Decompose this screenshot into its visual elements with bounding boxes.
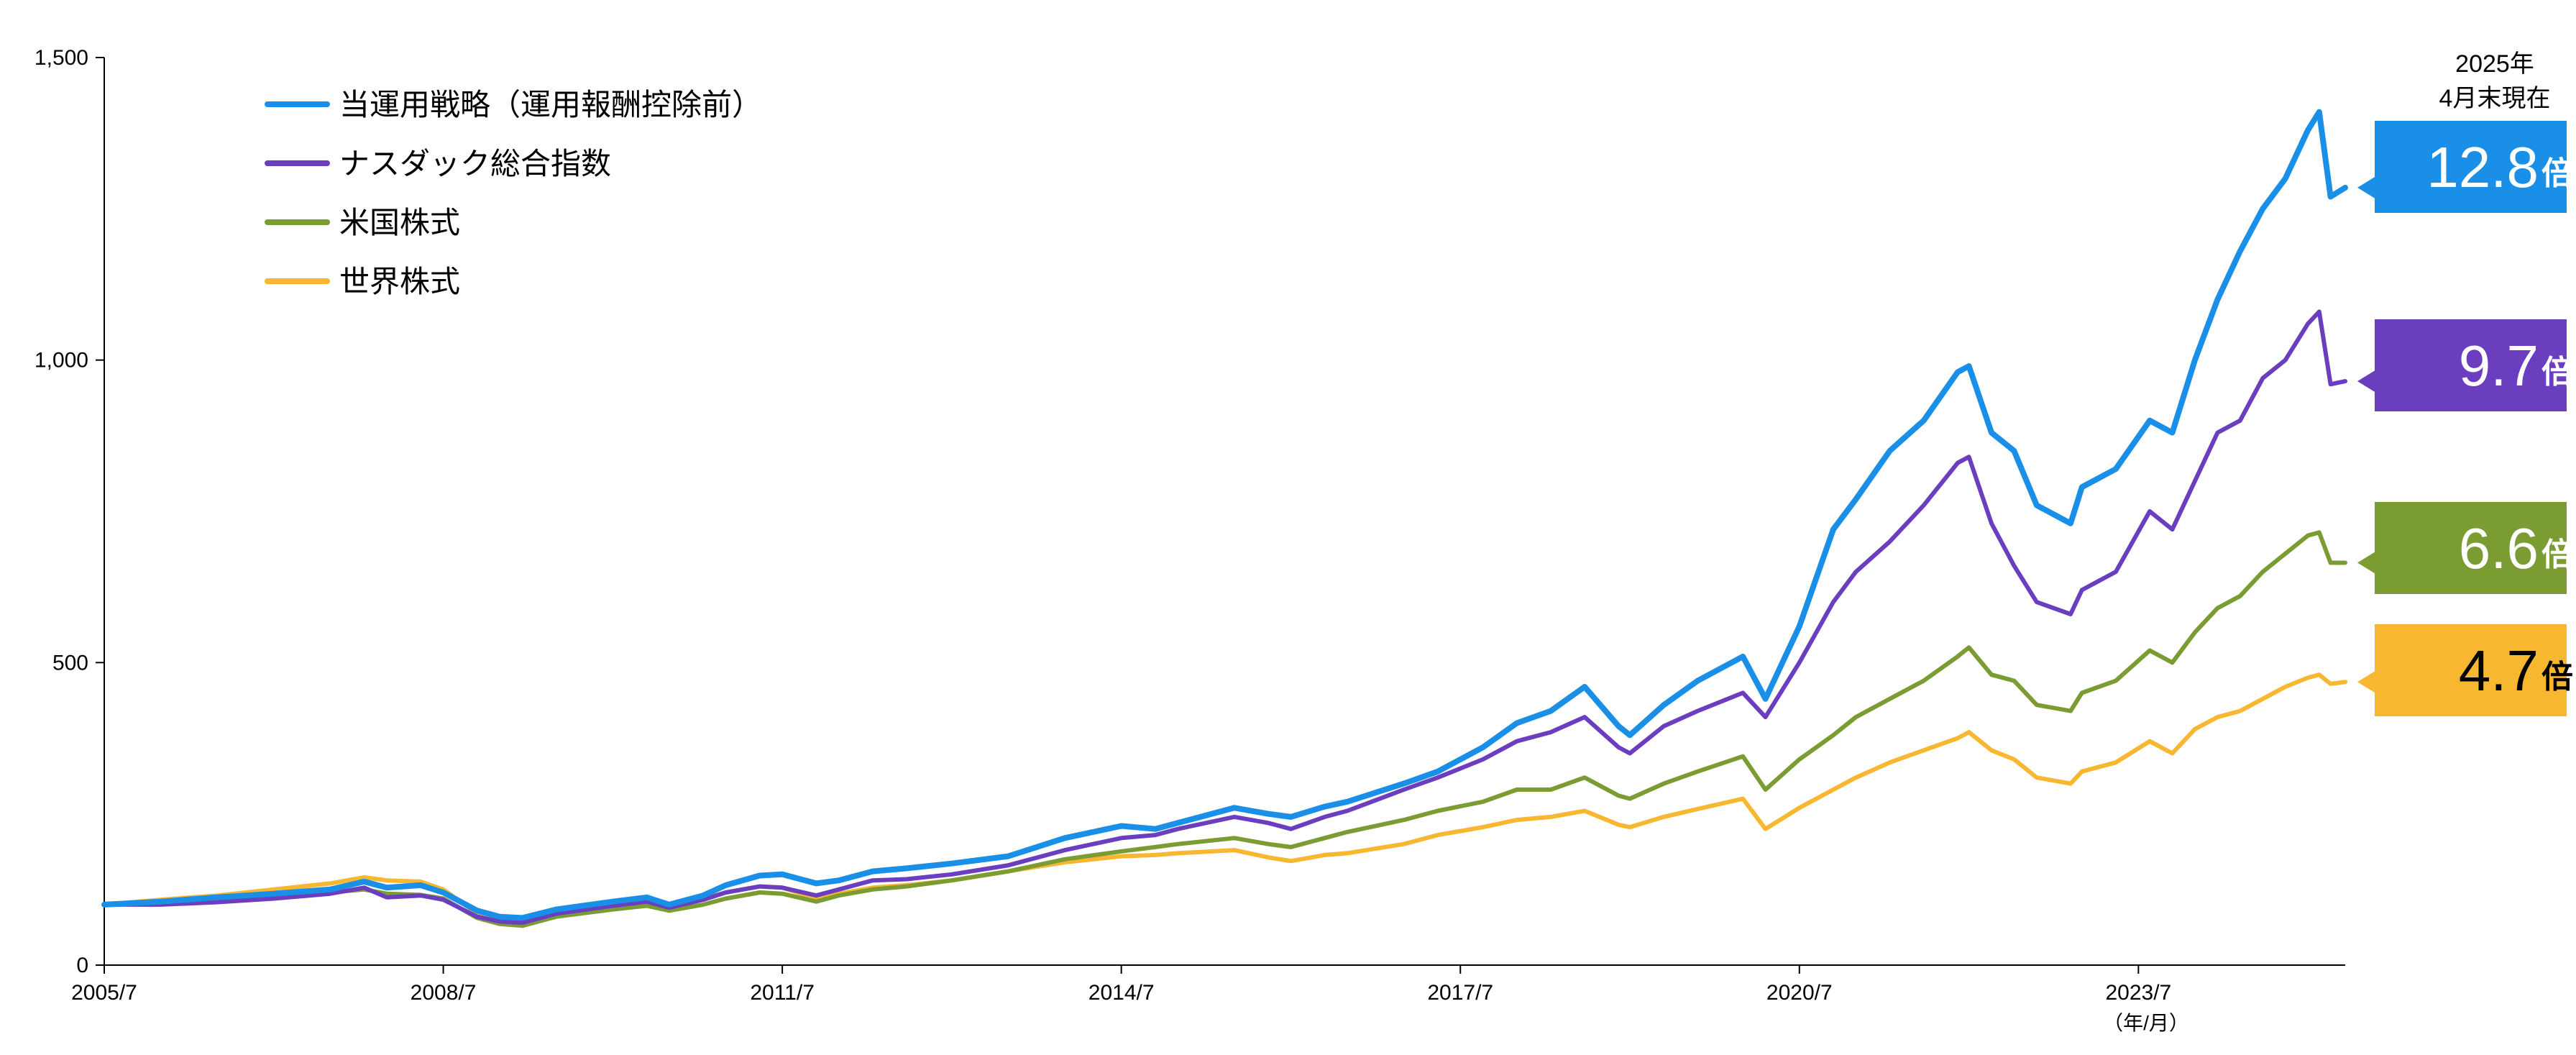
x-tick-label: 2020/7	[1766, 981, 1833, 1005]
y-tick-label: 500	[52, 651, 88, 675]
badge-unit: 倍	[2541, 537, 2573, 572]
value-badge	[2375, 502, 2567, 594]
asof-label-line1: 2025年	[2455, 50, 2534, 78]
legend-label: 世界株式	[339, 265, 460, 298]
x-axis-unit-label: （年/月）	[2103, 1012, 2189, 1034]
series-line-3	[102, 530, 2347, 928]
chart-series-lines	[101, 109, 2348, 928]
badge-pointer	[2357, 175, 2376, 199]
chart-axes: 0 500 1,000 1,500 2005/7 2008/7 2011/7 2014/7 20…	[35, 46, 2345, 1005]
x-tick-label: 2011/7	[750, 981, 815, 1005]
x-tick-label: 2008/7	[411, 981, 477, 1005]
y-tick-label: 0	[76, 954, 88, 977]
series-line-1	[101, 109, 2348, 921]
badge-value: 4.7	[2459, 639, 2539, 703]
value-badge	[2375, 319, 2567, 411]
value-badge	[2375, 121, 2567, 213]
legend-label: 米国株式	[339, 206, 460, 239]
x-tick-label: 2005/7	[71, 981, 137, 1005]
badge-unit: 倍	[2541, 355, 2573, 390]
legend-label: ナスダック総合指数	[339, 147, 611, 181]
badge-value: 6.6	[2459, 516, 2539, 580]
end-value-badges: 12.8 倍9.7 倍6.6 倍4.7 倍	[2357, 121, 2573, 716]
legend-label: 当運用戦略（運用報酬控除前）	[339, 88, 762, 122]
y-tick-label: 1,000	[35, 349, 88, 373]
x-tick-label: 2017/7	[1427, 981, 1493, 1005]
x-tick-label: 2014/7	[1088, 981, 1155, 1005]
badge-pointer	[2357, 551, 2376, 575]
badge-pointer	[2357, 670, 2376, 694]
chart-notes: 2025年 4月末現在 （年/月）	[2103, 50, 2550, 1034]
badge-unit: 倍	[2541, 156, 2573, 191]
x-tick-label: 2023/7	[2105, 981, 2171, 1005]
badge-value: 12.8	[2426, 135, 2539, 199]
series-line-4	[102, 672, 2347, 924]
asof-label-line2: 4月末現在	[2439, 85, 2551, 112]
badge-unit: 倍	[2541, 659, 2573, 695]
series-line-2	[102, 309, 2347, 926]
value-badge	[2375, 624, 2567, 716]
y-tick-label: 1,500	[35, 46, 88, 70]
badge-value: 9.7	[2459, 334, 2539, 398]
badge-pointer	[2357, 370, 2376, 393]
